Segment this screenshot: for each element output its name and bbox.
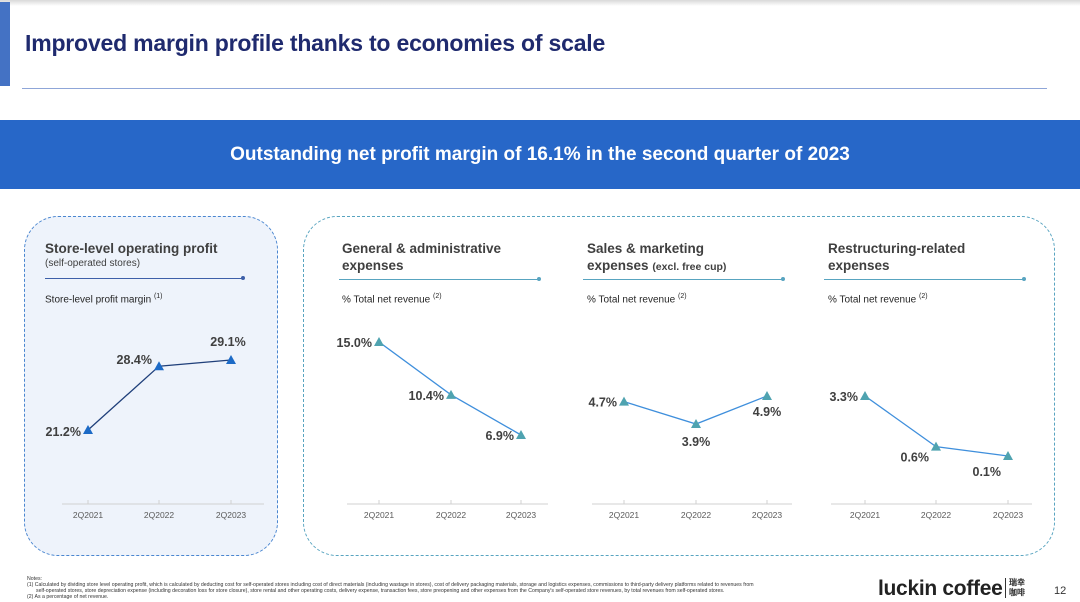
data-point-marker [1003, 451, 1013, 460]
footnote-marker: (2) [433, 293, 442, 300]
chart-title: General & administrative expenses [342, 240, 501, 274]
title-line: General & administrative [342, 241, 502, 256]
metric-label: % Total net revenue (2) [587, 293, 687, 305]
logo-chinese: 瑞幸 咖啡 [1009, 578, 1025, 598]
series-line [623, 395, 768, 425]
chart-header-ga: General & administrative expenses [342, 240, 501, 274]
top-shadow [0, 0, 1080, 6]
page-title: Improved margin profile thanks to econom… [25, 30, 606, 56]
x-tick-label: 2Q2022 [921, 510, 952, 520]
data-label: 10.4% [409, 389, 444, 403]
title-line: expenses [342, 258, 404, 273]
x-tick-label: 2Q2021 [850, 510, 881, 520]
chart-header-restructuring: Restructuring-related expenses [828, 240, 965, 274]
data-point-marker [762, 391, 772, 400]
expenses-panel [303, 216, 1055, 556]
data-label: 0.1% [973, 465, 1002, 479]
footnote-marker: (2) [919, 293, 928, 300]
chart-title: Sales & marketing expenses (excl. free cu… [587, 240, 726, 276]
data-point-marker [516, 430, 526, 439]
metric-text: % Total net revenue [342, 294, 431, 306]
title-line: expenses [828, 258, 890, 273]
chart-title: Store-level operating profit [45, 241, 218, 256]
data-label: 3.9% [682, 435, 711, 449]
logo-cn-line: 咖啡 [1009, 588, 1025, 597]
note-item: self-operated stores, store depreciation… [36, 588, 725, 594]
series-line [378, 341, 522, 436]
header-divider [45, 276, 245, 280]
data-point-marker [931, 441, 941, 451]
data-label: 21.2% [46, 425, 81, 439]
data-point-marker [619, 396, 629, 406]
x-tick-label: 2Q2022 [436, 510, 467, 520]
data-point-marker [446, 389, 456, 399]
data-label: 0.6% [901, 451, 930, 465]
banner-text: Outstanding net profit margin of 16.1% i… [230, 143, 850, 165]
footnotes: Notes: (1) Calculated by dividing store … [27, 576, 837, 600]
x-tick-label: 2Q2021 [73, 510, 104, 520]
metric-label: % Total net revenue (2) [828, 293, 928, 305]
highlight-banner: Outstanding net profit margin of 16.1% i… [0, 120, 1080, 189]
x-tick-label: 2Q2021 [364, 510, 395, 520]
x-tick-label: 2Q2022 [144, 510, 175, 520]
metric-label: Store-level profit margin (1) [45, 293, 163, 305]
title-suffix: (excl. free cup) [652, 261, 727, 273]
title-divider [22, 88, 1047, 89]
data-label: 4.7% [589, 396, 618, 410]
footnote-marker: (1) [153, 293, 163, 300]
metric-label: % Total net revenue (2) [342, 293, 442, 305]
series-line [87, 359, 232, 431]
data-point-marker [374, 337, 384, 346]
x-tick-label: 2Q2022 [681, 510, 712, 520]
chart-header-sm: Sales & marketing expenses (excl. free cu… [587, 240, 726, 276]
x-tick-label: 2Q2023 [993, 510, 1024, 520]
data-point-marker [83, 425, 93, 434]
chart-subtitle: (self-operated stores) [45, 258, 141, 269]
metric-text: % Total net revenue [828, 294, 917, 306]
logo-cn-line: 瑞幸 [1009, 578, 1025, 587]
x-tick-label: 2Q2023 [506, 510, 537, 520]
title-line: Restructuring-related [828, 241, 966, 256]
data-label: 6.9% [486, 429, 515, 443]
header-divider [583, 277, 785, 281]
header-divider [339, 277, 541, 281]
data-label: 15.0% [337, 336, 372, 350]
note-item: (1) Calculated by dividing store level o… [27, 582, 754, 588]
data-label: 4.9% [753, 405, 782, 419]
note-item: (2) As a percentage of net revenue. [27, 594, 109, 600]
data-label: 28.4% [117, 353, 152, 367]
luckin-logo: luckin coffee [878, 577, 1003, 600]
metric-text: % Total net revenue [587, 294, 676, 306]
data-label: 29.1% [210, 335, 245, 349]
data-point-marker [860, 391, 870, 400]
notes-heading: Notes: [27, 576, 42, 582]
data-label: 3.3% [830, 390, 859, 404]
metric-text: Store-level profit margin [45, 294, 152, 306]
title-accent-bar [0, 2, 10, 86]
title-line: expenses [587, 258, 649, 273]
data-point-marker [691, 419, 701, 428]
x-tick-label: 2Q2023 [216, 510, 247, 520]
x-tick-label: 2Q2021 [609, 510, 640, 520]
data-point-marker [226, 355, 236, 364]
x-tick-label: 2Q2023 [752, 510, 783, 520]
data-point-marker [154, 361, 164, 371]
logo-separator [1005, 578, 1006, 598]
chart-header-store-profit: Store-level operating profit (self-opera… [45, 240, 218, 269]
page-number: 12 [1054, 585, 1067, 597]
chart-title: Restructuring-related expenses [828, 240, 965, 274]
header-divider [824, 277, 1026, 281]
title-line: Sales & marketing [587, 241, 705, 256]
footnote-marker: (2) [678, 293, 687, 300]
store-profit-panel [24, 216, 278, 556]
